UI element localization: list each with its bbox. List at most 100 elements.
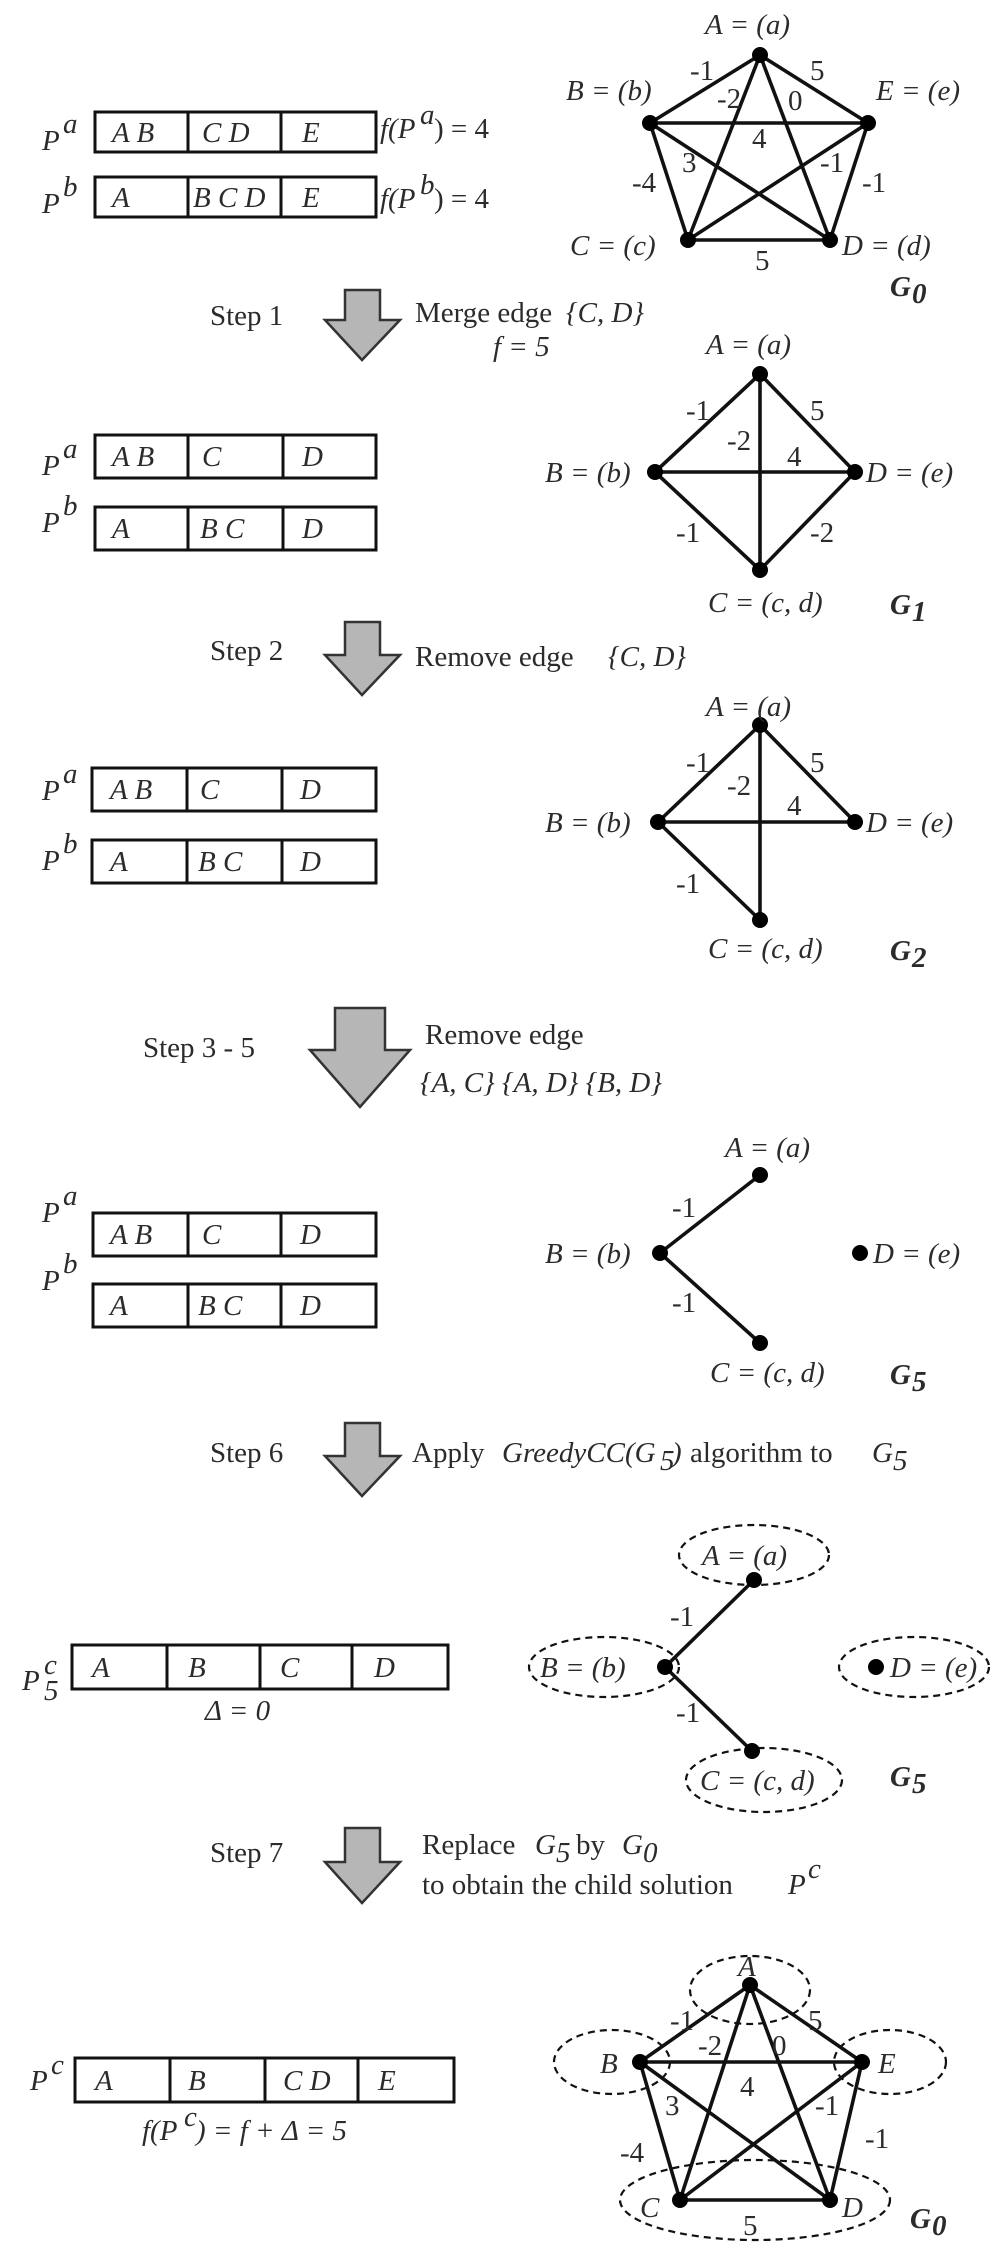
pc-cell-text: C	[280, 1652, 300, 1684]
node-b-label: B	[600, 2048, 618, 2080]
step-7-label: Step 7	[210, 1837, 283, 1869]
pb-cell-text: D	[301, 513, 323, 545]
edge-b-d	[640, 2062, 830, 2200]
pb-cell-text: A	[110, 513, 130, 545]
step-6-label: Step 6	[210, 1437, 283, 1469]
pa-cell-text: E	[301, 117, 320, 149]
weight-b-c: -4	[620, 2137, 645, 2169]
node-c	[744, 1743, 760, 1759]
edge-a-d	[760, 725, 855, 822]
pa-cell	[281, 1213, 376, 1256]
step-3-5: Step 3 - 5 Remove edge {A, C} {A, D} {B,…	[143, 1008, 662, 1107]
weight-a-b: -1	[686, 747, 710, 779]
down-arrow-icon	[325, 1423, 400, 1496]
step-3-5-edges: {A, C} {A, D} {B, D}	[420, 1067, 662, 1099]
down-arrow-icon	[325, 1828, 400, 1903]
pb-cell	[281, 177, 376, 217]
pb-cell	[95, 177, 188, 217]
fitness-pa-suffix: ) = 4	[434, 113, 490, 145]
graph-g5: A = (a) B = (b) D = (e) C = (c, d) -1 -1…	[545, 1132, 960, 1398]
node-d-label: D = (e)	[872, 1238, 960, 1270]
pb-cell-text: B C	[198, 1290, 243, 1322]
node-c-label: C = (c, d)	[708, 933, 823, 965]
step-2-edge: {C, D}	[608, 641, 686, 673]
child-pc-row5: P c A B C D E f(P c ) = f + Δ = 5	[29, 2049, 454, 2147]
graph-name-sub: 1	[912, 596, 927, 628]
pa-cell-text: C	[200, 774, 220, 806]
weight-e-d: -1	[862, 167, 886, 199]
node-d	[847, 464, 863, 480]
pb-cell-text: B C	[198, 846, 243, 878]
step-7-pc: P	[787, 1869, 806, 1901]
weight-b-c: -1	[676, 1697, 700, 1729]
step-7-pc-sup: c	[808, 1853, 821, 1885]
weight-c-d: 5	[755, 245, 770, 277]
down-arrow-icon	[325, 290, 400, 360]
step-1-label: Step 1	[210, 300, 283, 332]
node-d	[847, 814, 863, 830]
pb-cell-text: D	[299, 846, 321, 878]
node-a	[752, 1167, 768, 1183]
step-3-5-label: Step 3 - 5	[143, 1032, 255, 1064]
fitness-pb-suffix: ) = 4	[434, 183, 490, 215]
pa-symbol: P	[41, 125, 60, 157]
edge-b-d	[650, 123, 830, 240]
pb-superscript: b	[63, 171, 78, 203]
step-6-algo-close: )	[670, 1437, 682, 1469]
weight-a-c: -2	[727, 770, 751, 802]
weight-b-c: -1	[676, 868, 700, 900]
delta-text: Δ = 0	[204, 1695, 271, 1727]
step-7-g0: G	[622, 1829, 643, 1861]
edge-b-c	[640, 2062, 680, 2200]
node-b	[652, 1245, 668, 1261]
parent-b-row3: P b A B C D	[41, 1248, 376, 1327]
pb-cell	[281, 1284, 376, 1327]
child-p5c-row4: P c 5 A B C D Δ = 0	[21, 1645, 448, 1727]
pb-cell-text: D	[299, 1290, 321, 1322]
graph-name-sub: 2	[911, 942, 927, 974]
pb-cell	[282, 840, 376, 883]
weight-b-d: 4	[787, 790, 802, 822]
pc-symbol: P	[29, 2065, 48, 2097]
pb-cell-text: A	[110, 182, 130, 214]
node-c	[752, 562, 768, 578]
node-d-label: D = (d)	[841, 230, 931, 262]
pb-cell	[92, 840, 187, 883]
step-1-edge: {C, D}	[566, 297, 644, 329]
graph-g2: A = (a) B = (b) D = (e) C = (c, d) -1 5 …	[545, 691, 953, 974]
pa-superscript: a	[63, 433, 78, 465]
node-a	[752, 47, 768, 63]
step-6-target-sub: 5	[893, 1445, 908, 1477]
graph-name: G	[890, 935, 911, 967]
weight-a-c: -2	[698, 2030, 722, 2062]
node-c	[672, 2192, 688, 2208]
node-b-label: B = (b)	[545, 807, 631, 839]
step-3-5-text: Remove edge	[425, 1019, 584, 1051]
pa-cell-text: A B	[108, 1219, 152, 1251]
graph-g1: A = (a) B = (b) D = (e) C = (c, d) -1 5 …	[545, 329, 953, 628]
fitness-pc-prefix: f(P	[142, 2115, 177, 2147]
weight-b-e: 4	[752, 123, 767, 155]
parent-a-row0: P a A B C D E f(P a ) = 4	[41, 99, 490, 157]
graph-name: G	[890, 1359, 911, 1391]
weight-e-c: -1	[820, 147, 844, 179]
node-a-label: A = (a)	[704, 691, 791, 723]
node-c-label: C = (c, d)	[700, 1765, 815, 1797]
pa-cell-text: C	[202, 1219, 222, 1251]
pc-cell	[170, 2058, 265, 2102]
pa-cell	[282, 768, 376, 811]
step-2-text: Remove edge	[415, 641, 574, 673]
fitness-pa-sup: a	[420, 99, 435, 131]
node-a-label: A = (a)	[700, 1540, 787, 1572]
parent-a-row2: P a A B C D	[41, 758, 376, 811]
edge-a-e	[750, 1985, 862, 2062]
pc-cell	[72, 1645, 167, 1689]
node-c-label: C = (c, d)	[708, 587, 823, 619]
pb-cell	[283, 507, 376, 550]
graph-name-sub: 0	[932, 2210, 947, 2242]
pa-cell-text: C D	[202, 117, 250, 149]
weight-e-d: -1	[865, 2123, 889, 2155]
node-c-label: C	[640, 2192, 660, 2224]
node-c-label: C = (c)	[570, 230, 656, 262]
pa-cell-text: A B	[110, 441, 154, 473]
